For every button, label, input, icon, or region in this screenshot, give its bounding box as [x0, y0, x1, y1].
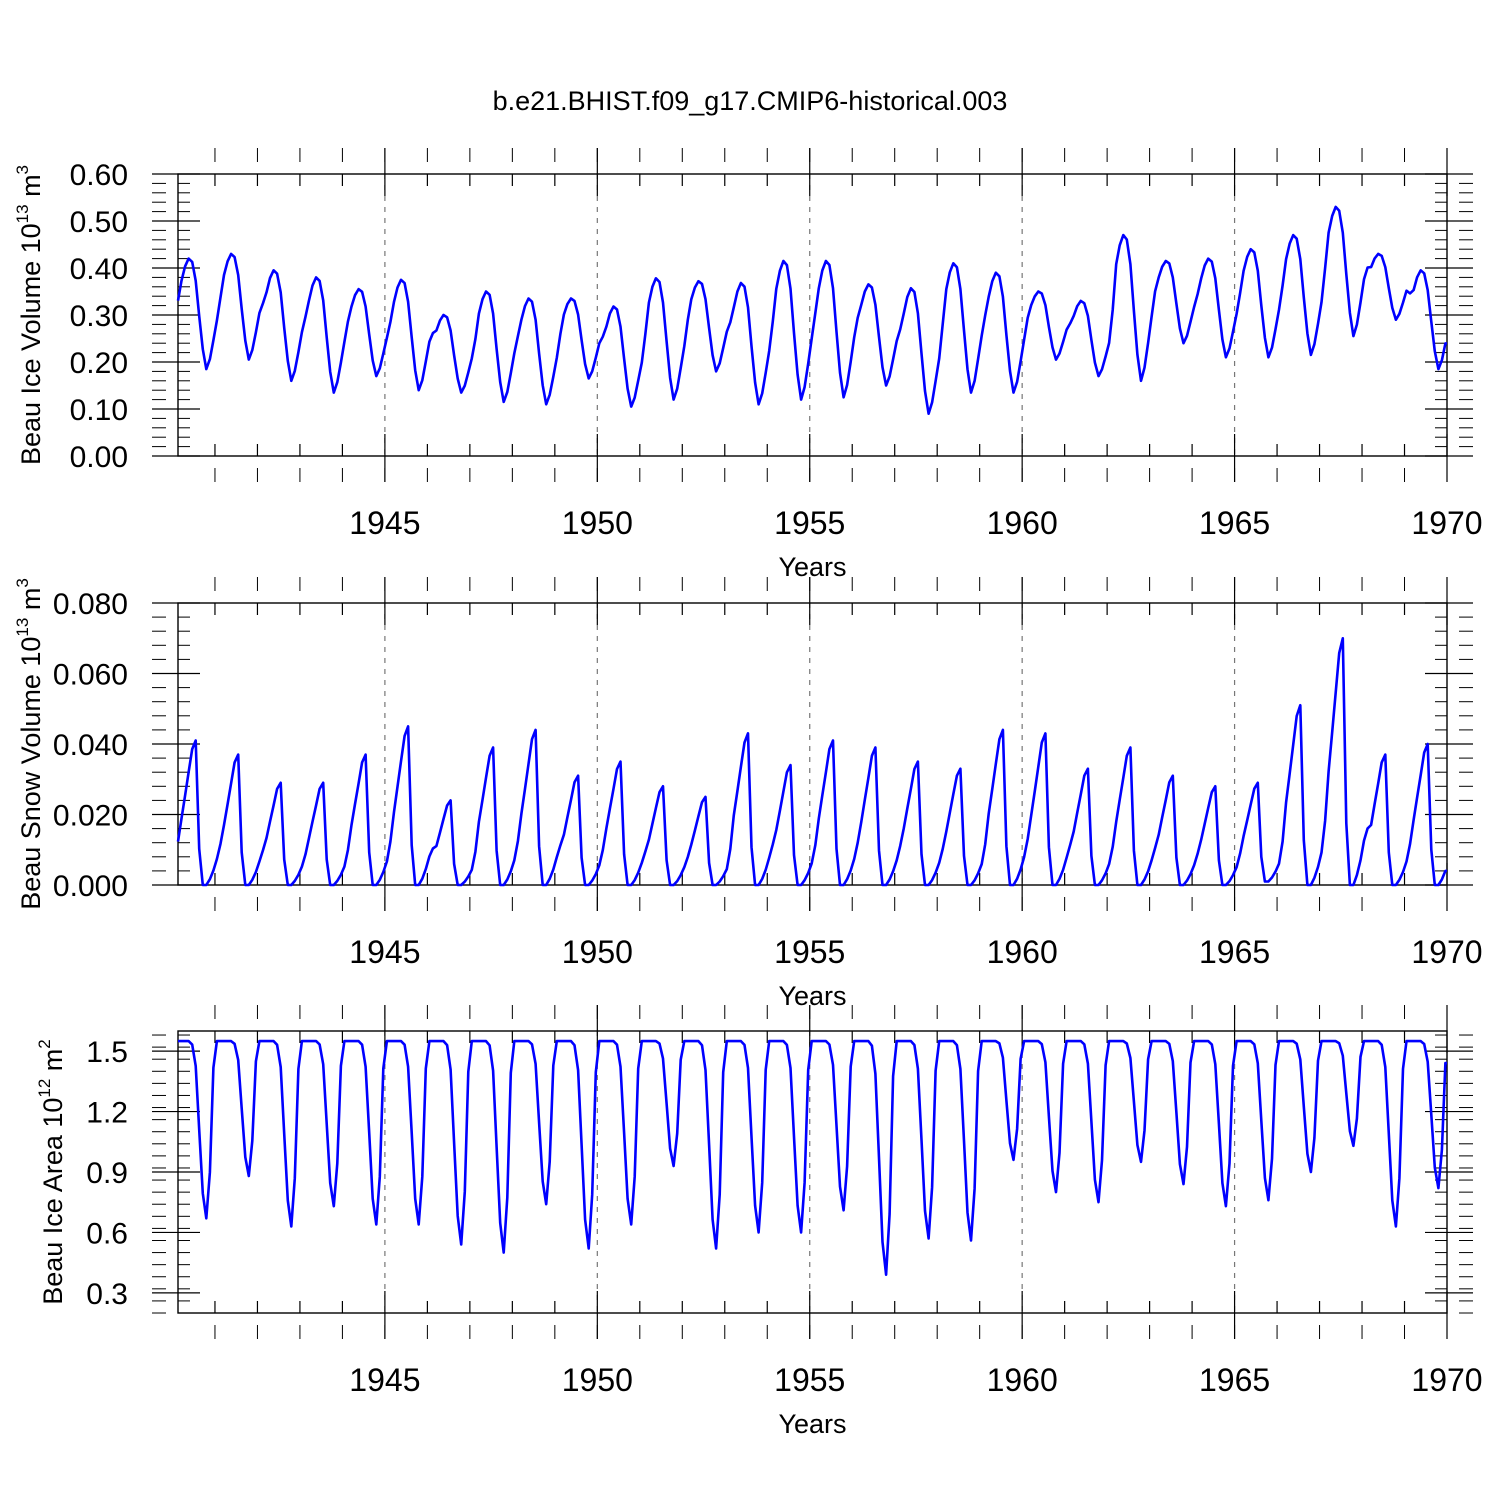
y-tick-label: 0.060 [53, 659, 128, 692]
x-tick-label: 1970 [1411, 505, 1482, 541]
x-tick-label: 1950 [562, 505, 633, 541]
y-tick-label: 1.2 [86, 1097, 128, 1130]
chart-panel-ice-volume: 0.00 0.10 0.20 0.30 0.40 0.50 0.60 1945 1950 1955… [13, 148, 1483, 582]
plot-frame [177, 602, 1448, 886]
x-axis-label: Years [778, 1409, 846, 1439]
x-tick-label: 1970 [1411, 934, 1482, 970]
y-tick-label: 0.20 [70, 347, 128, 380]
y-axis-label: Beau Ice Volume 1013 m3 [13, 165, 46, 465]
y-tick-label: 0.6 [86, 1217, 128, 1250]
x-tick-label: 1960 [987, 934, 1058, 970]
x-tick-label: 1965 [1199, 505, 1270, 541]
chart-panels: 0.00 0.10 0.20 0.30 0.40 0.50 0.60 1945 1950 1955… [13, 148, 1483, 1439]
chart-panel-ice-area: 0.3 0.6 0.9 1.2 1.5 1945 1950 1955 1960 1965 1970 Y… [35, 1005, 1483, 1439]
x-tick-label: 1960 [987, 1362, 1058, 1398]
x-tick-label: 1950 [562, 934, 633, 970]
x-tick-label: 1970 [1411, 1362, 1482, 1398]
y-tick-label: 0.40 [70, 253, 128, 286]
y-tick-label: 0.020 [53, 800, 128, 833]
chart-panel-snow-volume: 0.000 0.020 0.040 0.060 0.080 1945 1950 1955 196… [13, 577, 1483, 1011]
y-tick-label: 0.080 [53, 588, 128, 621]
y-axis-label: Beau Snow Volume 1013 m3 [13, 578, 46, 910]
x-axis-label: Years [778, 981, 846, 1011]
y-tick-label: 0.30 [70, 300, 128, 333]
y-tick-label: 0.50 [70, 206, 128, 239]
x-axis-label: Years [778, 552, 846, 582]
figure-title: b.e21.BHIST.f09_g17.CMIP6-historical.003 [493, 86, 1008, 116]
x-tick-label: 1950 [562, 1362, 633, 1398]
y-tick-label: 1.5 [86, 1036, 128, 1069]
x-tick-label: 1945 [349, 1362, 420, 1398]
y-tick-label: 0.000 [53, 870, 128, 903]
y-tick-label: 0.60 [70, 159, 128, 192]
y-tick-label: 0.040 [53, 729, 128, 762]
series-line-ice-area [178, 1039, 1447, 1276]
x-tick-label: 1955 [774, 505, 845, 541]
x-tick-label: 1965 [1199, 934, 1270, 970]
x-tick-label: 1945 [349, 505, 420, 541]
series-line-snow-volume [176, 636, 1447, 887]
x-tick-label: 1960 [987, 505, 1058, 541]
x-tick-label: 1955 [774, 934, 845, 970]
x-tick-label: 1965 [1199, 1362, 1270, 1398]
y-tick-label: 0.9 [86, 1157, 128, 1190]
plot-frame [177, 173, 1448, 457]
x-tick-label: 1945 [349, 934, 420, 970]
y-tick-label: 0.10 [70, 394, 128, 427]
series-line-ice-volume [176, 205, 1447, 416]
x-tick-label: 1955 [774, 1362, 845, 1398]
plot-frame [177, 1030, 1448, 1314]
y-axis-label: Beau Ice Area 1012 m2 [35, 1039, 68, 1305]
y-tick-label: 0.00 [70, 441, 128, 474]
y-tick-label: 0.3 [86, 1278, 128, 1311]
